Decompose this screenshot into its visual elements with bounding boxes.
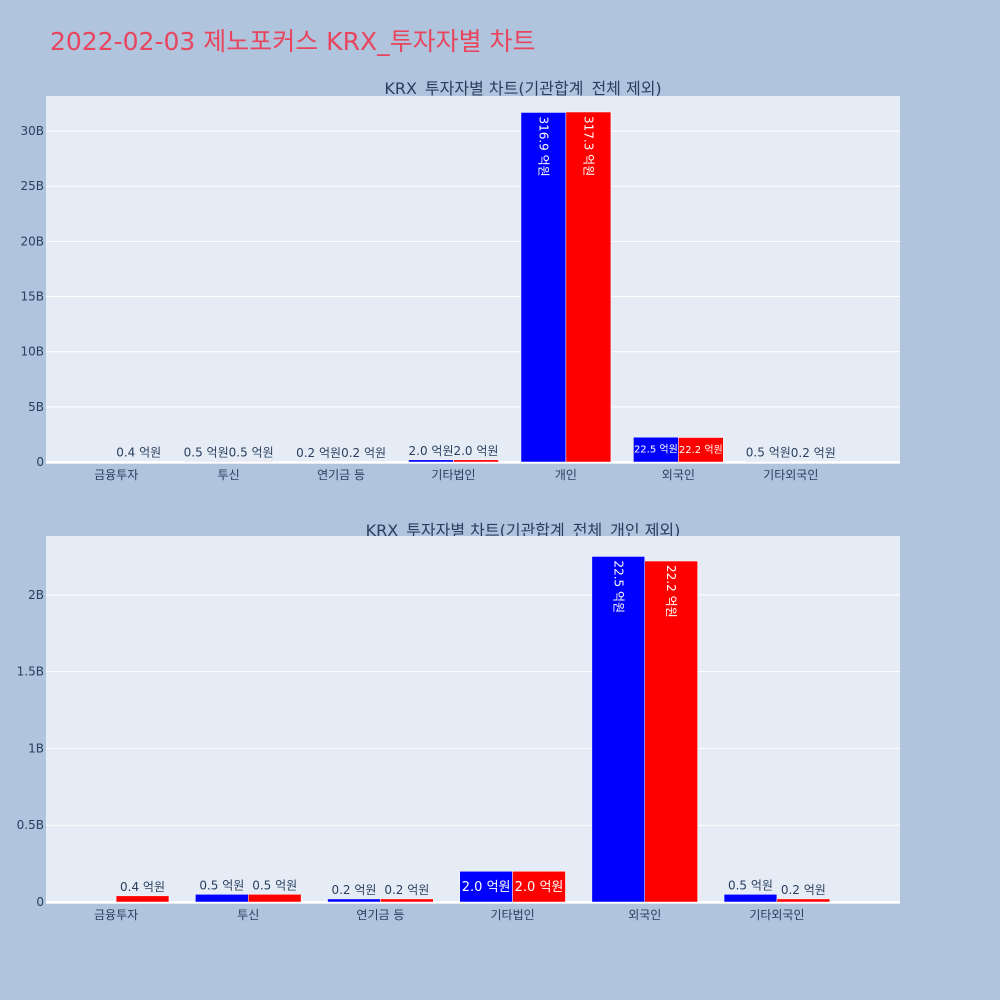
y-tick-label: 20B bbox=[20, 234, 44, 248]
bar-label: 2.0 억원 bbox=[453, 444, 498, 458]
bar bbox=[183, 461, 229, 463]
y-tick-label: 1B bbox=[28, 741, 44, 755]
bar-label: 0.5 억원 bbox=[746, 445, 791, 459]
x-tick-label: 기타법인 bbox=[490, 908, 534, 922]
bar-label: 0.4 억원 bbox=[116, 446, 161, 460]
y-tick-label: 15B bbox=[20, 290, 44, 304]
bar-label: 22.5 억원 bbox=[634, 444, 678, 456]
bar-label: 0.5 억원 bbox=[184, 445, 229, 459]
bar bbox=[195, 894, 249, 903]
bar bbox=[776, 898, 831, 903]
y-tick-label: 10B bbox=[20, 345, 44, 359]
bar bbox=[745, 461, 792, 463]
bar bbox=[228, 461, 274, 463]
plot-area bbox=[46, 96, 900, 464]
y-tick-label: 2B bbox=[28, 588, 44, 602]
bar bbox=[633, 436, 679, 463]
bar-label: 0.5 억원 bbox=[229, 445, 274, 459]
bar-label: 0.2 억원 bbox=[331, 883, 376, 897]
bar-label: 0.2 억원 bbox=[296, 446, 341, 460]
bar-label: 316.9 억원 bbox=[536, 116, 550, 176]
x-tick-label: 투신 bbox=[218, 468, 240, 482]
y-tick-label: 0 bbox=[36, 455, 44, 469]
bar-label: 0.4 억원 bbox=[120, 880, 165, 894]
bar-label: 22.5 억원 bbox=[611, 560, 625, 613]
bar-label: 22.2 억원 bbox=[664, 565, 678, 618]
y-tick-label: 1.5B bbox=[17, 665, 44, 679]
investor-chart-excl-individual: KRX_투자자별 차트(기관합계_전체_개인 제외)00.5B1B1.5B2B금… bbox=[17, 521, 900, 922]
bar bbox=[248, 894, 302, 903]
page-title: 2022-02-03 제노포커스 KRX_투자자별 차트 bbox=[50, 27, 536, 56]
x-tick-label: 금융투자 bbox=[94, 468, 138, 482]
x-tick-label: 기타법인 bbox=[431, 468, 475, 482]
bar bbox=[380, 898, 434, 903]
chart-title: KRX_투자자별 차트(기관합계_전체 제외) bbox=[384, 79, 661, 99]
bar-label: 0.5 억원 bbox=[728, 878, 773, 892]
bar-label: 2.0 억원 bbox=[515, 880, 564, 895]
bar bbox=[644, 560, 698, 903]
bar bbox=[115, 895, 170, 903]
bar bbox=[512, 871, 566, 903]
bar bbox=[459, 871, 513, 903]
bar bbox=[565, 111, 612, 463]
bar-label: 0.5 억원 bbox=[199, 878, 244, 892]
bar-label: 0.2 억원 bbox=[791, 446, 836, 460]
bar bbox=[678, 437, 724, 463]
x-tick-label: 연기금 등 bbox=[317, 468, 365, 482]
x-tick-label: 연기금 등 bbox=[356, 908, 404, 922]
x-tick-label: 기타외국인 bbox=[763, 468, 818, 482]
bar bbox=[408, 459, 454, 463]
bar-label: 0.2 억원 bbox=[781, 883, 826, 897]
bar bbox=[453, 459, 499, 463]
bar bbox=[723, 894, 778, 903]
x-tick-label: 개인 bbox=[555, 468, 577, 482]
bar-label: 22.2 억원 bbox=[679, 444, 723, 456]
bar-label: 317.3 억원 bbox=[581, 116, 595, 176]
bar bbox=[327, 898, 381, 903]
bar-label: 0.2 억원 bbox=[341, 446, 386, 460]
bar-label: 0.5 억원 bbox=[252, 878, 297, 892]
y-tick-label: 0.5B bbox=[17, 818, 44, 832]
bar bbox=[520, 112, 567, 463]
y-tick-label: 30B bbox=[20, 124, 44, 138]
bar-label: 0.2 억원 bbox=[384, 883, 429, 897]
bar-label: 2.0 억원 bbox=[409, 444, 454, 458]
x-tick-label: 외국인 bbox=[628, 908, 661, 922]
y-tick-label: 5B bbox=[28, 400, 44, 414]
plot-area bbox=[46, 536, 900, 904]
investor-chart-all: KRX_투자자별 차트(기관합계_전체 제외) 0 5B 10B 15B 20B 25B 30… bbox=[20, 79, 900, 482]
x-tick-label: 투신 bbox=[237, 908, 259, 922]
bar-label: 2.0 억원 bbox=[462, 880, 511, 895]
y-tick-label: 25B bbox=[20, 179, 44, 193]
y-tick-label: 0 bbox=[36, 895, 44, 909]
x-tick-label: 외국인 bbox=[662, 468, 695, 482]
x-tick-label: 금융투자 bbox=[94, 908, 138, 922]
x-tick-label: 기타외국인 bbox=[749, 908, 804, 922]
